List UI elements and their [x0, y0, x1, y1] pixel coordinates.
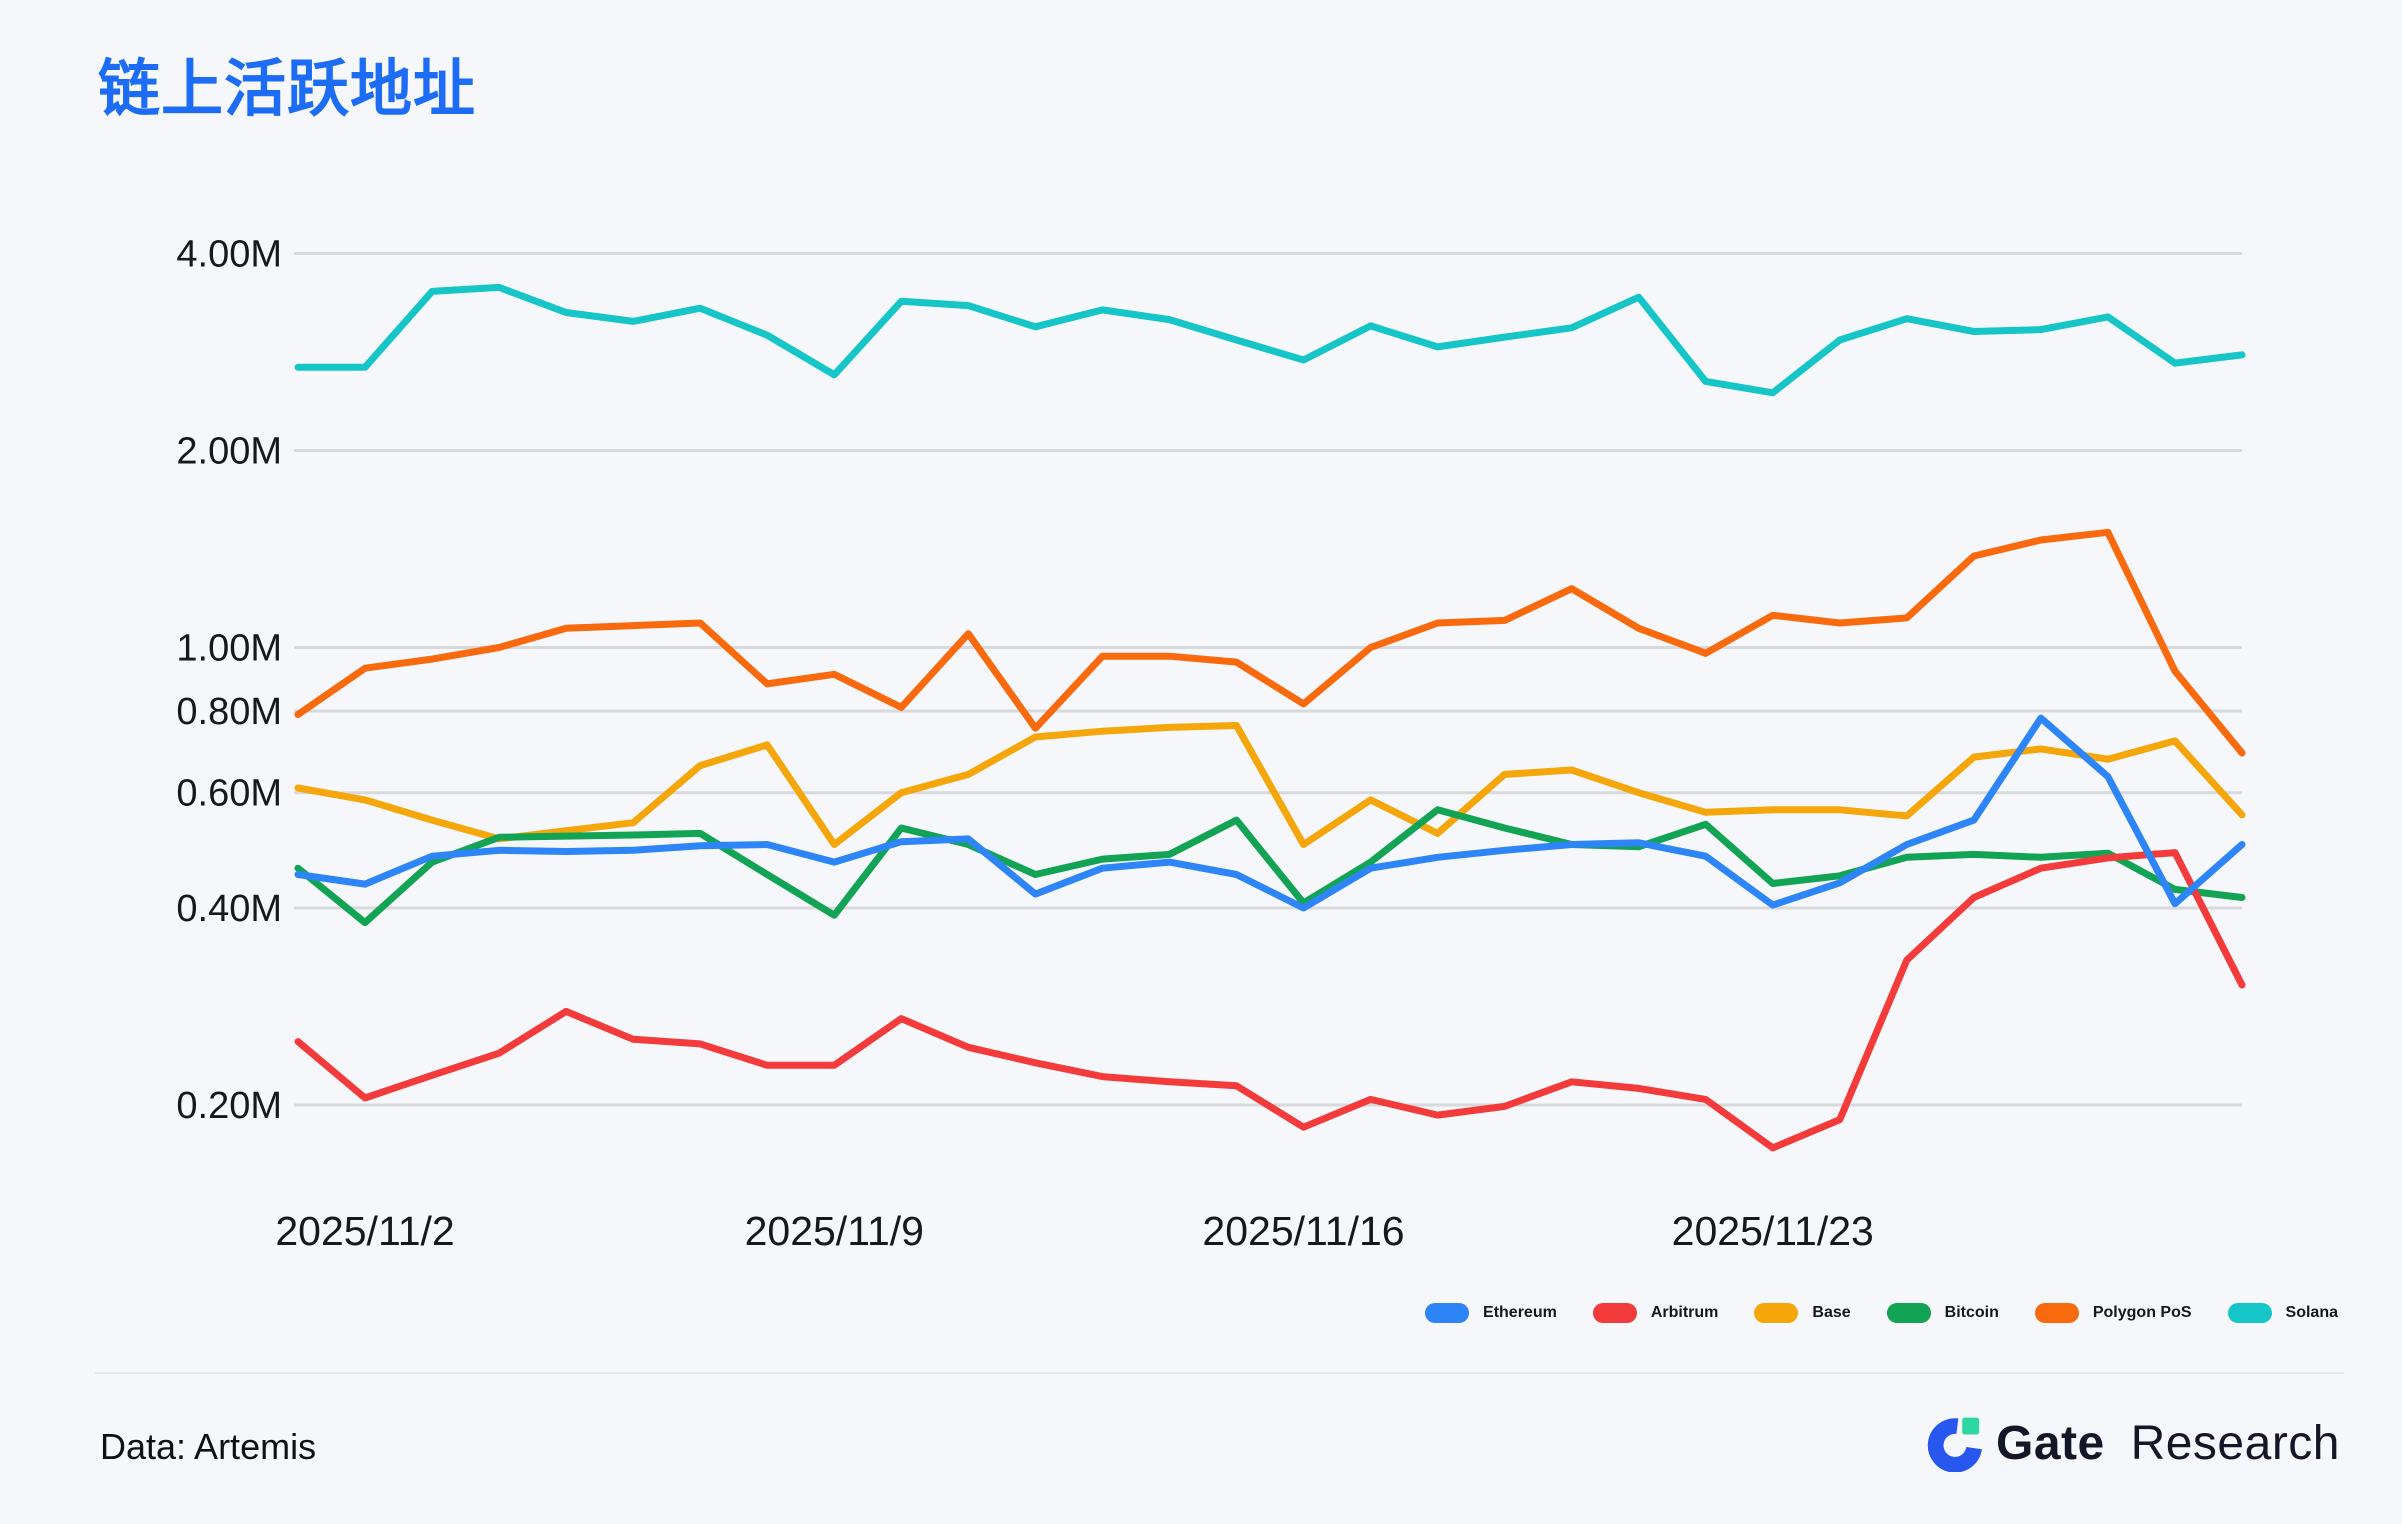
series-line-solana — [294, 283, 2246, 397]
legend-item-arbitrum[interactable]: Arbitrum — [1592, 1303, 1719, 1323]
x-axis-tick-label: 2025/11/2 — [275, 1208, 454, 1254]
series-line-polygon-pos — [294, 528, 2246, 757]
legend-swatch-base — [1754, 1303, 1799, 1323]
data-source-label: Data: Artemis — [100, 1426, 317, 1467]
x-axis-tick-label: 2025/11/16 — [1202, 1208, 1404, 1254]
legend-label: Arbitrum — [1650, 1304, 1719, 1321]
y-axis-tick-label: 4.00M — [176, 233, 282, 275]
gate-logo-icon — [1927, 1417, 1983, 1472]
x-axis-tick-label: 2025/11/9 — [745, 1208, 924, 1254]
legend-label: Solana — [2285, 1304, 2338, 1321]
y-axis-tick-label: 0.80M — [176, 691, 282, 733]
legend-label: Polygon PoS — [2092, 1304, 2192, 1321]
gate-research-logo: Gate Research — [1926, 1414, 2340, 1472]
y-axis-tick-label: 0.20M — [176, 1085, 282, 1127]
legend-item-solana[interactable]: Solana — [2227, 1303, 2338, 1323]
page-title: 链上活跃地址 — [98, 55, 477, 124]
legend-item-base[interactable]: Base — [1754, 1303, 1851, 1323]
legend-swatch-bitcoin — [1886, 1303, 1931, 1323]
chart-legend: Ethereum Arbitrum Base Bitcoin Polygon PoS So… — [1425, 1303, 2338, 1323]
legend-swatch-solana — [2227, 1303, 2272, 1323]
legend-swatch-arbitrum — [1592, 1303, 1637, 1323]
y-axis-tick-label: 0.40M — [176, 888, 282, 930]
legend-swatch-polygon-pos — [2034, 1303, 2079, 1323]
legend-label: Ethereum — [1483, 1304, 1557, 1321]
legend-label: Base — [1812, 1304, 1851, 1321]
brand-suffix: Research — [2130, 1416, 2340, 1470]
legend-item-bitcoin[interactable]: Bitcoin — [1886, 1303, 1999, 1323]
gate-research-wordmark: Gate Research — [1996, 1416, 2340, 1471]
series-line-arbitrum — [294, 849, 2246, 1152]
y-axis-tick-label: 0.60M — [176, 773, 282, 815]
legend-item-ethereum[interactable]: Ethereum — [1425, 1303, 1557, 1323]
legend-swatch-ethereum — [1425, 1303, 1470, 1323]
series-line-bitcoin — [294, 806, 2246, 927]
legend-item-polygon-pos[interactable]: Polygon PoS — [2034, 1303, 2192, 1323]
footer-divider — [95, 1372, 2344, 1374]
x-axis-tick-label: 2025/11/23 — [1672, 1208, 1874, 1254]
brand-name: Gate — [1996, 1416, 2105, 1470]
series-line-base — [294, 722, 2246, 848]
y-axis-tick-label: 1.00M — [176, 628, 282, 670]
legend-label: Bitcoin — [1944, 1304, 1999, 1321]
series-line-ethereum — [294, 714, 2246, 912]
y-axis-tick-label: 2.00M — [176, 431, 282, 473]
